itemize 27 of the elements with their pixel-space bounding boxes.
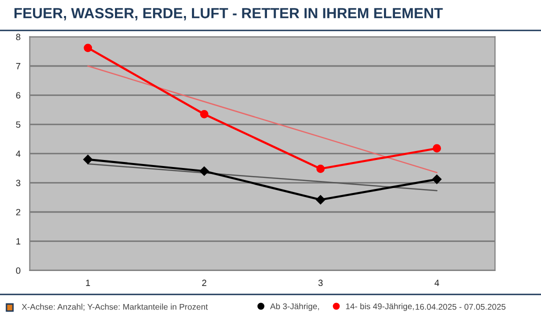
y-tick-label: 2 [16, 208, 20, 216]
text: X-Achse: Anzahl; Y-Achse: Marktanteile in Prozent [22, 304, 208, 311]
point [316, 164, 325, 173]
y-tick-label: 8 [16, 34, 20, 40]
y-tick-label: 3 [16, 180, 20, 186]
chart-title: FEUER, WASSER, ERDE, LUFT - RETTER IN IHREM ELEMENT [14, 8, 443, 20]
point [83, 154, 93, 164]
point [432, 174, 442, 184]
point [432, 144, 442, 153]
x-tick-label: 1 [86, 280, 90, 286]
point [200, 166, 209, 176]
line-series [87, 65, 438, 174]
y-tick-label: 0 [16, 267, 20, 274]
y-tick-label: 5 [16, 121, 20, 128]
x-tick-label: 3 [318, 280, 323, 286]
legend-label: 14- bis 49-Jährige, [346, 303, 414, 311]
point [200, 110, 208, 118]
legend-label: Ab 3-Jährige, [270, 303, 319, 311]
x-tick-label: 4 [434, 280, 440, 286]
point [316, 195, 326, 204]
text: 16.04.2025 - 07.05.2025 [416, 304, 506, 310]
y-tick-label: 6 [16, 92, 20, 99]
y-tick-label: 4 [16, 150, 20, 157]
y-tick-label: 7 [16, 63, 20, 70]
point [84, 44, 92, 52]
x-tick-label: 2 [202, 280, 206, 286]
y-tick-label: 1 [16, 238, 20, 244]
